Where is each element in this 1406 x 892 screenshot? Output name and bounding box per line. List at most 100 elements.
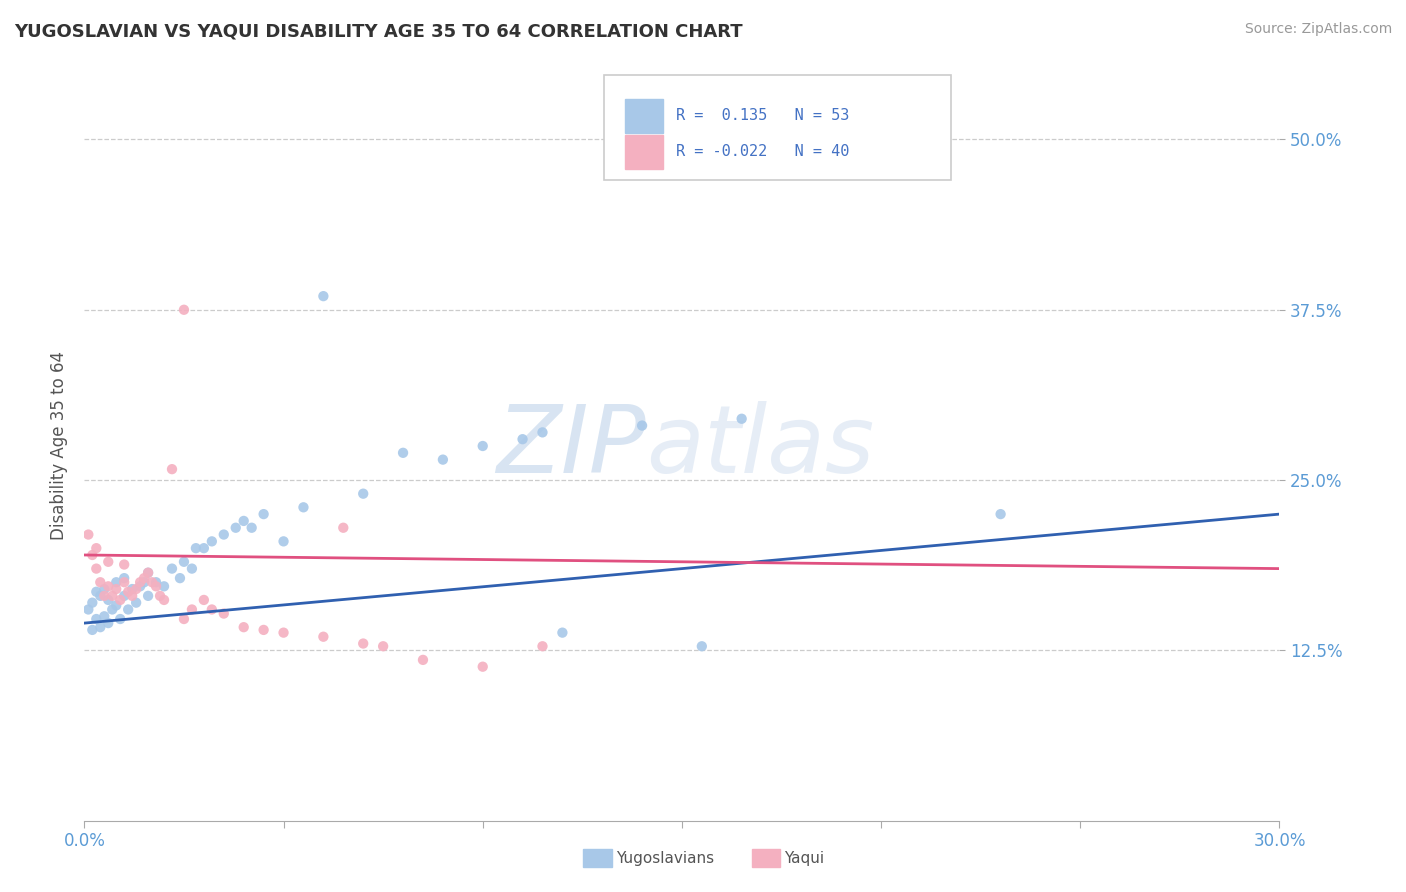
Point [312,289,335,303]
Point [432,452,454,467]
Point [392,446,415,460]
Text: Yaqui: Yaqui [785,851,825,865]
Point [201,534,224,549]
Point [145,575,167,590]
Point [141,575,163,590]
Point [97,555,120,569]
Point [97,593,120,607]
Point [201,602,224,616]
Point [86,584,108,599]
Point [136,589,159,603]
Point [531,425,554,440]
Point [89,620,111,634]
Point [101,602,124,616]
Y-axis label: Disability Age 35 to 64: Disability Age 35 to 64 [51,351,69,541]
Point [86,561,108,575]
Point [292,500,315,515]
Point [173,612,195,626]
Point [412,653,434,667]
Point [153,593,176,607]
Point [731,411,754,425]
Point [97,616,120,631]
Point [112,589,135,603]
Point [117,602,139,616]
Point [112,558,135,572]
Text: Yugoslavians: Yugoslavians [616,851,714,865]
Point [82,623,104,637]
Point [86,612,108,626]
Point [105,582,128,596]
Point [253,623,276,637]
Point [471,439,494,453]
Point [181,602,204,616]
Point [184,541,207,556]
Point [232,514,254,528]
Text: R =  0.135   N = 53: R = 0.135 N = 53 [676,108,849,123]
Point [373,640,395,654]
Point [121,589,143,603]
Point [93,582,115,596]
Text: atlas: atlas [647,401,875,491]
Point [312,630,335,644]
Point [105,575,128,590]
Point [89,575,111,590]
Point [160,462,183,476]
Point [132,571,156,585]
Point [240,521,263,535]
Point [253,507,276,521]
Point [121,582,143,596]
Point [212,607,235,621]
Point [110,612,132,626]
Point [93,609,115,624]
Point [173,555,195,569]
Point [105,599,128,613]
Point [181,561,204,575]
Point [117,584,139,599]
Point [125,582,148,596]
Point [631,418,654,433]
Point [332,521,354,535]
Point [101,589,124,603]
Point [145,579,167,593]
Point [169,571,191,585]
Point [352,636,374,650]
Point [471,659,494,673]
Text: R = -0.022   N = 40: R = -0.022 N = 40 [676,145,849,160]
Point [86,541,108,556]
Point [110,593,132,607]
Point [273,625,295,640]
Point [112,575,135,590]
Point [273,534,295,549]
Point [173,302,195,317]
Point [129,579,152,593]
Point [225,521,247,535]
Point [136,566,159,580]
Point [690,640,713,654]
Point [352,486,374,500]
Point [129,575,152,590]
Point [160,561,183,575]
Point [212,527,235,541]
Point [77,602,100,616]
Point [153,579,176,593]
Point [89,589,111,603]
Point [125,596,148,610]
Point [136,566,159,580]
Point [193,593,215,607]
Bar [624,135,662,169]
Point [82,596,104,610]
Point [512,432,534,446]
Point [770,132,793,146]
Text: ZIP: ZIP [496,401,647,491]
Point [132,575,156,590]
Point [531,640,554,654]
Point [77,527,100,541]
Point [82,548,104,562]
Text: YUGOSLAVIAN VS YAQUI DISABILITY AGE 35 TO 64 CORRELATION CHART: YUGOSLAVIAN VS YAQUI DISABILITY AGE 35 T… [14,22,742,40]
Point [112,571,135,585]
Point [149,589,172,603]
FancyBboxPatch shape [605,75,950,180]
Text: Source: ZipAtlas.com: Source: ZipAtlas.com [1244,22,1392,37]
Bar [624,99,662,133]
Point [990,507,1012,521]
